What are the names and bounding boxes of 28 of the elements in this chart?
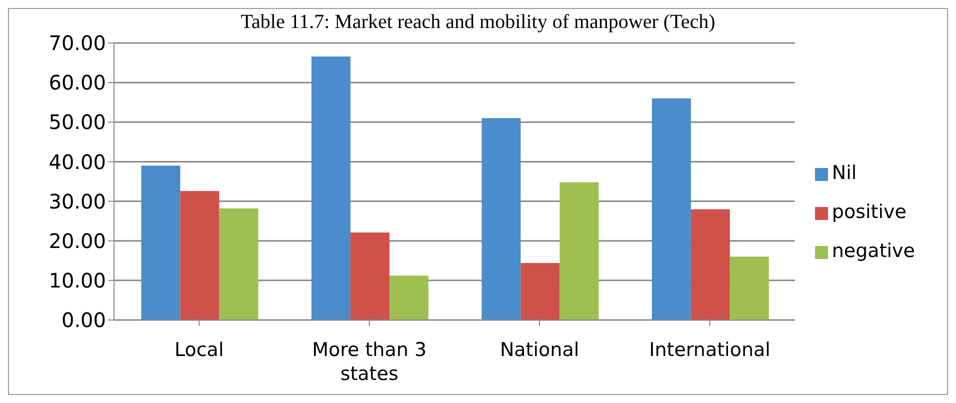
y-tick-label: 50.00 xyxy=(48,110,106,134)
x-tick-label: International xyxy=(649,339,770,361)
x-tick-label: More than 3 states xyxy=(312,339,427,385)
bar xyxy=(482,118,521,320)
y-tick-label: 0.00 xyxy=(61,308,106,332)
bar xyxy=(219,208,258,320)
bar xyxy=(350,232,390,320)
y-tick-label: 60.00 xyxy=(48,70,106,95)
bar xyxy=(652,98,691,320)
y-tick-label: 20.00 xyxy=(48,228,106,253)
legend-label: positive xyxy=(832,201,906,223)
x-tick-label: Local xyxy=(174,339,224,361)
bar xyxy=(730,256,769,320)
bar xyxy=(180,190,220,320)
y-tick-label: 30.00 xyxy=(48,189,106,214)
bar xyxy=(141,166,180,320)
y-tick-label: 10.00 xyxy=(48,268,106,293)
bar xyxy=(389,276,428,320)
bar xyxy=(311,56,350,320)
legend-label: negative xyxy=(832,240,915,262)
chart-title: Table 11.7: Market reach and mobility of manpower (Tech) xyxy=(240,11,716,33)
bar xyxy=(520,263,560,320)
x-tick-label: National xyxy=(500,339,580,361)
bar xyxy=(560,182,599,320)
bar xyxy=(690,209,730,320)
legend-label: Nil xyxy=(832,162,857,184)
y-tick-label: 70.00 xyxy=(48,31,106,56)
y-tick-label: 40.00 xyxy=(48,150,106,174)
